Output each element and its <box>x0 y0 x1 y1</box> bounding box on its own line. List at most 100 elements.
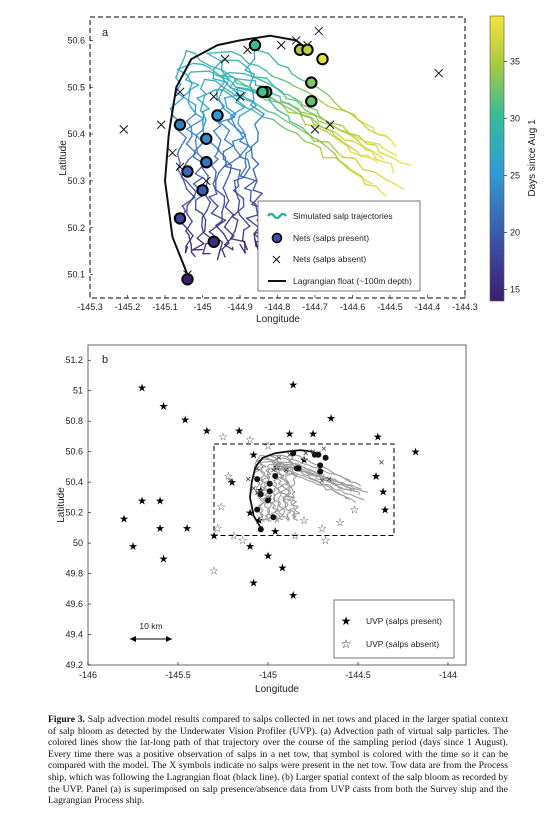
inset-trajectory-segment <box>311 465 319 470</box>
trajectory-segment <box>312 143 321 149</box>
panel-b-ylabel: Latitude <box>56 487 67 523</box>
trajectory-segment <box>224 165 241 172</box>
inset-trajectory-segment <box>331 471 336 475</box>
inset-trajectory-segment <box>260 471 263 474</box>
trajectory-segment <box>364 148 373 152</box>
trajectory-segment <box>393 183 404 191</box>
trajectory-segment <box>281 79 290 84</box>
panel-a-y-ticks: 50.1 50.2 50.3 50.4 50.5 50.6 <box>67 35 93 280</box>
trajectory-segment <box>224 155 242 168</box>
trajectory-segment <box>199 78 206 90</box>
uvp-present-star: ★ <box>202 425 212 437</box>
x-tick-label: -144 <box>439 670 457 680</box>
trajectory-segment <box>223 235 235 246</box>
trajectory-segment <box>252 189 263 195</box>
trajectory-segment <box>260 79 275 88</box>
trajectory-segment <box>229 78 237 89</box>
legend-trajectory-swatch <box>267 212 287 220</box>
y-tick-label: 49.6 <box>65 599 83 609</box>
trajectory-segment <box>212 124 222 132</box>
trajectory-segment <box>301 114 313 119</box>
trajectory-segment <box>340 129 351 136</box>
inset-trajectory-segment <box>308 476 311 479</box>
trajectory-segment <box>233 179 237 192</box>
panel-a: a -145.3 -145.2 -145.1 -145 -144.9 -144.8 -144… <box>58 15 538 325</box>
inset-trajectory-segment <box>282 497 285 501</box>
trajectory-segment <box>313 84 327 94</box>
trajectory-segment <box>390 139 397 148</box>
uvp-present-star: ★ <box>159 401 169 413</box>
inset-trajectory-segment <box>307 477 314 481</box>
trajectory-segment <box>217 139 222 151</box>
uvp-absent-star: ☆ <box>317 523 327 535</box>
trajectory-segment <box>249 73 256 86</box>
inset-net-absent-x <box>283 467 289 473</box>
trajectory-segment <box>243 72 252 77</box>
inset-net-absent-x <box>245 476 251 482</box>
trajectory-segment <box>296 132 306 142</box>
trajectory-segment <box>346 165 351 171</box>
trajectory-segment <box>253 232 257 247</box>
inset-trajectory-segment <box>301 466 308 470</box>
inset-trajectory-segment <box>330 478 335 482</box>
inset-trajectory-segment <box>285 508 292 513</box>
trajectory-segment <box>237 115 241 125</box>
net-present-circle <box>316 52 329 66</box>
trajectory-segment <box>223 97 228 108</box>
inset-trajectory-segment <box>315 475 321 478</box>
trajectory-segment <box>268 99 279 111</box>
trajectory-segment <box>281 125 289 131</box>
x-tick-label: -144.8 <box>265 302 291 312</box>
trajectory-segment <box>185 179 197 193</box>
inset-trajectory-segment <box>358 491 361 496</box>
uvp-absent-star: ☆ <box>263 441 273 453</box>
trajectory-segment <box>299 112 307 126</box>
panel-a-inset <box>213 443 395 536</box>
trajectory-segment <box>356 151 362 157</box>
inset-trajectory-segment <box>266 457 273 461</box>
trajectory-segment <box>229 229 237 240</box>
inset-trajectory-segment <box>269 502 273 505</box>
uvp-absent-star: ☆ <box>349 505 359 517</box>
trajectory-segment <box>194 173 204 179</box>
inset-trajectory-segment <box>275 517 279 521</box>
trajectory-segment <box>371 150 378 161</box>
trajectory-segment <box>184 79 200 86</box>
inset-trajectory-segment <box>292 514 295 519</box>
inset-trajectory-segment <box>285 483 291 487</box>
trajectory-segment <box>289 120 304 129</box>
lagrangian-float-track <box>164 34 309 275</box>
legend-nets-present-swatch <box>271 232 283 244</box>
inset-trajectory-segment <box>329 480 332 483</box>
inset-net-absent-x <box>227 478 233 483</box>
scale-bar-label: 10 km <box>139 621 162 631</box>
trajectory-segment <box>243 225 251 231</box>
net-absent-x <box>434 68 444 78</box>
trajectory-segment <box>297 108 303 117</box>
inset-trajectory-segment <box>284 506 287 509</box>
uvp-present-star: ★ <box>182 523 192 535</box>
inset-trajectory-segment <box>275 467 278 471</box>
trajectory-segment <box>348 132 360 137</box>
trajectory-segment <box>351 147 359 153</box>
trajectory-segment <box>246 85 258 92</box>
inset-trajectory-segment <box>272 496 275 499</box>
colorbar-tick-label: 15 <box>510 285 520 295</box>
inset-net-present-dot <box>272 473 279 479</box>
inset-trajectory-segment <box>347 480 354 484</box>
inset-trajectory-segment <box>344 478 349 482</box>
trajectory-segment <box>304 123 315 127</box>
trajectory-segment <box>257 64 267 72</box>
trajectory-segment <box>210 205 219 215</box>
inset-trajectory-segment <box>299 474 303 476</box>
trajectory-segment <box>212 68 215 80</box>
net-present-circle <box>301 43 314 56</box>
trajectory-segment <box>221 82 228 92</box>
uvp-present-star: ★ <box>245 508 255 520</box>
trajectory-segment <box>375 158 393 165</box>
inset-trajectory-segment <box>328 484 334 489</box>
legend-uvp-present-swatch: ★ <box>341 614 352 628</box>
inset-trajectory-segment <box>266 464 270 468</box>
inset-trajectory-segment <box>268 458 272 462</box>
inset-trajectory-segment <box>267 517 271 522</box>
